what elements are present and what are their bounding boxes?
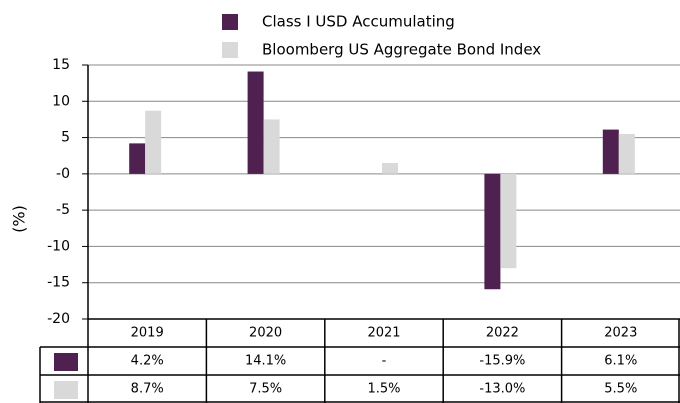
y-tick-label: 10 bbox=[52, 93, 70, 109]
table-swatch bbox=[54, 381, 78, 399]
y-tick-label: -15 bbox=[47, 275, 70, 291]
y-tick-label: -10 bbox=[47, 238, 70, 254]
legend-label: Bloomberg US Aggregate Bond Index bbox=[262, 41, 541, 59]
table-value: 6.1% bbox=[604, 354, 637, 369]
x-tick-label: 2019 bbox=[131, 326, 164, 341]
x-tick-label: 2020 bbox=[249, 326, 282, 341]
bar bbox=[263, 119, 280, 174]
y-tick-label: 5 bbox=[61, 130, 70, 146]
table-swatch bbox=[54, 353, 78, 371]
legend-label: Class I USD Accumulating bbox=[262, 13, 455, 31]
table-value: 1.5% bbox=[367, 382, 400, 397]
table-value: 8.7% bbox=[131, 382, 164, 397]
table-value: 14.1% bbox=[245, 354, 286, 369]
bar bbox=[618, 133, 635, 174]
table-value: -15.9% bbox=[479, 354, 525, 369]
bar bbox=[500, 173, 517, 269]
table-value: 5.5% bbox=[604, 382, 637, 397]
y-tick-label: -0 bbox=[56, 166, 70, 182]
table-value: - bbox=[382, 354, 387, 369]
table-value: 7.5% bbox=[249, 382, 282, 397]
x-tick-label: 2021 bbox=[367, 326, 400, 341]
y-tick-label: -20 bbox=[47, 311, 70, 327]
bar bbox=[247, 71, 264, 174]
bar bbox=[129, 143, 146, 174]
y-tick-label: -5 bbox=[56, 202, 70, 218]
legend-swatch bbox=[222, 42, 238, 58]
legend-swatch bbox=[222, 14, 238, 30]
y-axis-label: (%) bbox=[10, 205, 29, 233]
table-value: 4.2% bbox=[131, 354, 164, 369]
y-tick-label: 15 bbox=[52, 57, 70, 73]
table-value: -13.0% bbox=[479, 382, 525, 397]
bar bbox=[382, 162, 398, 174]
bar bbox=[484, 173, 501, 290]
x-tick-label: 2023 bbox=[604, 326, 637, 341]
bar bbox=[145, 110, 162, 174]
x-tick-label: 2022 bbox=[486, 326, 519, 341]
bar bbox=[602, 129, 619, 174]
